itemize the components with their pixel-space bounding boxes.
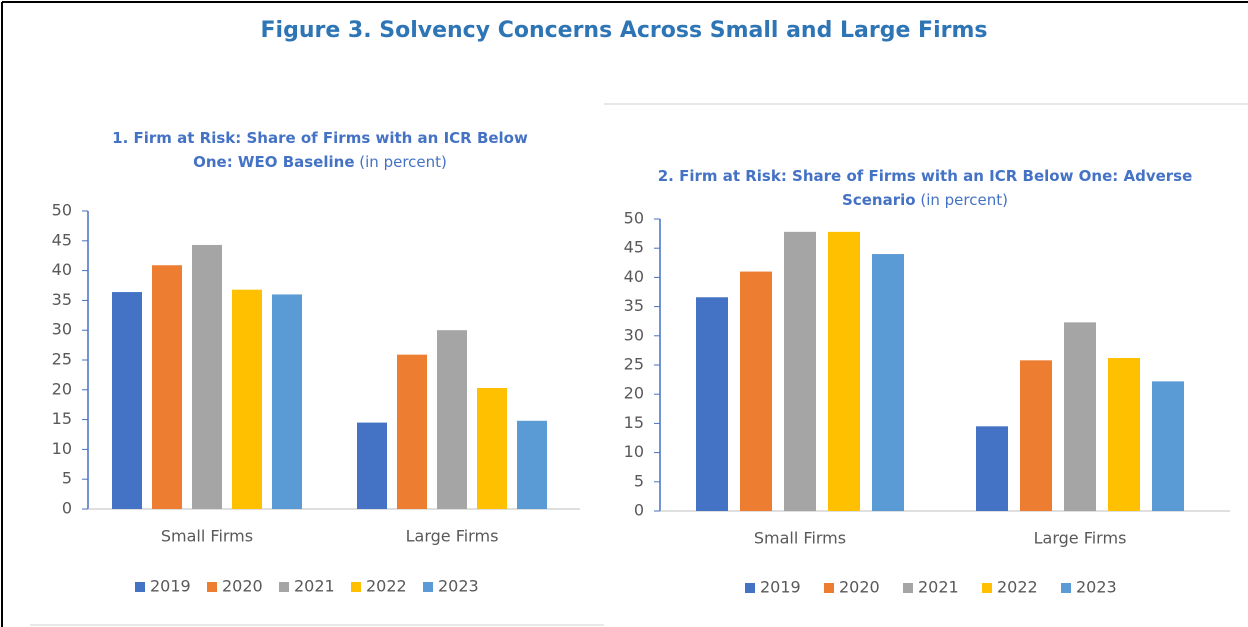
y-tick-label: 35 — [52, 290, 72, 309]
legend-swatch — [982, 583, 992, 593]
legend-label: 2023 — [1076, 578, 1117, 597]
panel-title-main: 1. Firm at Risk: Share of Firms with an … — [112, 129, 528, 171]
y-tick-label: 50 — [624, 209, 644, 228]
panel-title: 2. Firm at Risk: Share of Firms with an … — [655, 164, 1195, 212]
bar — [232, 289, 262, 509]
legend-swatch — [279, 582, 289, 592]
bar — [1108, 357, 1140, 511]
y-tick-label: 35 — [624, 296, 644, 315]
bar — [517, 420, 547, 509]
y-tick-label: 45 — [52, 230, 72, 249]
legend-swatch — [745, 583, 755, 593]
y-tick-label: 30 — [624, 325, 644, 344]
legend-label: 2021 — [294, 577, 335, 596]
legend-label: 2020 — [222, 577, 263, 596]
y-tick-label: 0 — [634, 501, 644, 520]
legend-swatch — [824, 583, 834, 593]
bar — [477, 388, 507, 509]
legend-label: 2022 — [366, 577, 407, 596]
bar — [152, 265, 182, 509]
legend-label: 2022 — [997, 578, 1038, 597]
bar — [1020, 360, 1052, 511]
y-tick-label: 40 — [624, 267, 644, 286]
y-tick-label: 10 — [624, 442, 644, 461]
legend-label: 2019 — [150, 577, 191, 596]
bar — [397, 354, 427, 509]
figure-title: Figure 3. Solvency Concerns Across Small… — [260, 18, 988, 43]
y-tick-label: 10 — [52, 439, 72, 458]
y-tick-label: 0 — [62, 499, 72, 518]
bar — [357, 422, 387, 509]
x-tick-label: Small Firms — [754, 529, 846, 548]
bar — [437, 330, 467, 509]
legend-label: 2023 — [438, 577, 479, 596]
legend-swatch — [351, 582, 361, 592]
x-tick-label: Small Firms — [161, 527, 253, 546]
y-tick-label: 15 — [624, 413, 644, 432]
bar — [192, 244, 222, 510]
bar — [272, 294, 302, 509]
panel-subtitle: (in percent) — [920, 191, 1008, 209]
bar — [696, 297, 728, 511]
x-tick-label: Large Firms — [1034, 529, 1127, 548]
legend-swatch — [207, 582, 217, 592]
bar — [112, 292, 142, 509]
y-tick-label: 40 — [52, 260, 72, 279]
legend-label: 2020 — [839, 578, 880, 597]
legend-swatch — [135, 582, 145, 592]
y-tick-label: 5 — [62, 469, 72, 488]
bar — [976, 426, 1008, 511]
legend-label: 2019 — [760, 578, 801, 597]
y-tick-label: 25 — [624, 355, 644, 374]
panel-subtitle: (in percent) — [359, 153, 447, 171]
y-tick-label: 25 — [52, 350, 72, 369]
bar — [828, 231, 860, 511]
y-tick-label: 15 — [52, 409, 72, 428]
y-tick-label: 50 — [52, 201, 72, 220]
bar — [740, 271, 772, 511]
x-tick-label: Large Firms — [406, 527, 499, 546]
bar — [1064, 322, 1096, 511]
y-tick-label: 5 — [634, 471, 644, 490]
bar — [784, 231, 816, 511]
y-tick-label: 30 — [52, 320, 72, 339]
panel-title: 1. Firm at Risk: Share of Firms with an … — [90, 126, 550, 174]
y-tick-label: 45 — [624, 238, 644, 257]
legend-swatch — [423, 582, 433, 592]
bar — [1152, 381, 1184, 511]
bar — [872, 254, 904, 512]
y-tick-label: 20 — [624, 384, 644, 403]
legend-label: 2021 — [918, 578, 959, 597]
legend-swatch — [1061, 583, 1071, 593]
y-tick-label: 20 — [52, 379, 72, 398]
legend-swatch — [903, 583, 913, 593]
panel-title-main: 2. Firm at Risk: Share of Firms with an … — [657, 167, 1193, 209]
